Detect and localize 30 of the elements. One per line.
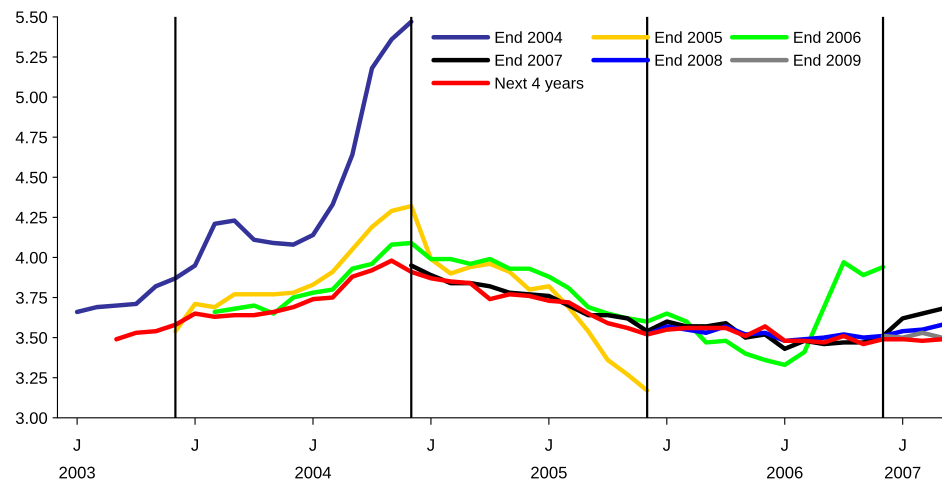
legend-label: End 2005 xyxy=(656,31,722,44)
legend-label: End 2006 xyxy=(794,31,861,44)
y-tick-label: 5.50 xyxy=(16,11,48,24)
legend-label: End 2004 xyxy=(496,31,562,44)
y-tick-label: 5.00 xyxy=(16,91,48,104)
y-tick-label: 3.25 xyxy=(16,372,48,384)
line-series xyxy=(212,240,886,368)
x-tick-label: J xyxy=(191,439,198,451)
y-tick-label: 4.50 xyxy=(16,172,48,184)
line-series xyxy=(173,204,650,393)
y-tick-label: 3.00 xyxy=(16,412,48,424)
y-tick-label: 4.75 xyxy=(16,132,48,144)
line-series xyxy=(74,19,414,314)
y-tick-label: 5.25 xyxy=(16,51,48,64)
legend-label: End 2007 xyxy=(496,54,562,66)
legend-label: End 2009 xyxy=(794,54,861,66)
y-tick-label: 3.75 xyxy=(16,292,48,304)
legend-label: Next 4 years xyxy=(496,78,584,92)
x-tick-label: J xyxy=(427,439,434,451)
x-tick-label: J 2003 xyxy=(59,439,95,478)
y-tick-label: 4.25 xyxy=(16,212,48,224)
x-tick-label: J 2007 xyxy=(884,439,920,478)
x-tick-label: J xyxy=(662,439,670,451)
line-series xyxy=(114,258,942,346)
y-tick-label: 4.00 xyxy=(16,252,48,264)
legend-label: End 2008 xyxy=(656,54,722,66)
x-tick-label: J 2004 xyxy=(295,439,332,478)
y-tick-label: 3.50 xyxy=(16,332,48,344)
x-tick-label: J 2006 xyxy=(767,439,803,478)
x-tick-label: J 2005 xyxy=(531,439,567,478)
